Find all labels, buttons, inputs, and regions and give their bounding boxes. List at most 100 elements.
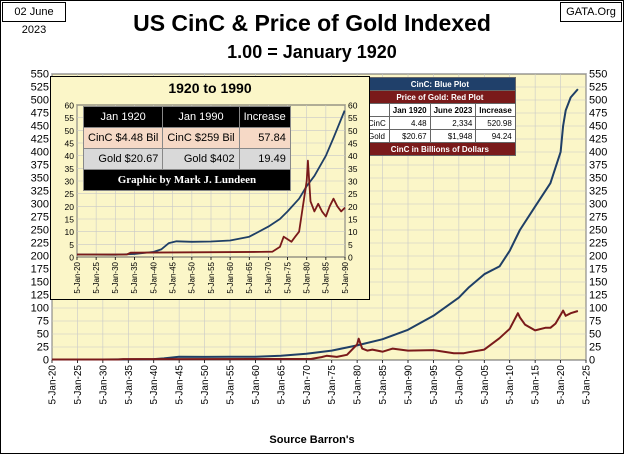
y-tick-label-right: 350 bbox=[589, 173, 607, 185]
inset-cinc-cell: CinC $259 Bil bbox=[162, 127, 240, 149]
x-tick-label: 5-Jan-05 bbox=[480, 365, 491, 405]
date-label: 02 June 2023 bbox=[2, 2, 66, 36]
series-line-price-of-gold bbox=[52, 309, 579, 361]
y-tick-label-right: 45 bbox=[348, 139, 358, 149]
y-tick-label-right: 50 bbox=[348, 126, 358, 136]
y-tick-label-right: 450 bbox=[589, 121, 607, 133]
y-tick-label-right: 5 bbox=[348, 240, 353, 250]
y-tick-label: 175 bbox=[31, 264, 49, 276]
y-tick-label-right: 375 bbox=[589, 160, 607, 172]
y-tick-label: 10 bbox=[65, 227, 75, 237]
y-tick-label-right: 500 bbox=[589, 95, 607, 107]
x-tick-label: 5-Jan-10 bbox=[505, 365, 516, 405]
x-tick-label: 5-Jan-70 bbox=[264, 261, 273, 293]
inset-cinc-cell: 57.84 bbox=[238, 127, 291, 149]
x-tick-label: 5-Jan-20 bbox=[73, 261, 82, 293]
y-tick-label-right: 125 bbox=[589, 290, 607, 302]
inset-credit: Graphic by Mark J. Lundeen bbox=[83, 169, 291, 191]
y-tick-label: 55 bbox=[65, 113, 75, 123]
y-tick-label-right: 400 bbox=[589, 147, 607, 159]
y-tick-label: 200 bbox=[31, 251, 49, 263]
inset-header-cell: Increase bbox=[238, 106, 291, 128]
x-tick-label: 5-Jan-75 bbox=[327, 365, 338, 405]
y-tick-label-right: 275 bbox=[589, 212, 607, 224]
y-tick-label-right: 60 bbox=[348, 101, 358, 111]
y-tick-label: 75 bbox=[37, 316, 49, 328]
y-tick-label-right: 475 bbox=[589, 108, 607, 120]
y-tick-label: 25 bbox=[65, 189, 75, 199]
y-tick-label-right: 15 bbox=[348, 215, 358, 225]
legend-gold-label: Price of Gold: Red Plot bbox=[364, 90, 516, 104]
inset-header-cell: Jan 1920 bbox=[82, 106, 164, 128]
y-tick-label-right: 0 bbox=[589, 355, 595, 367]
y-tick-label: 25 bbox=[37, 342, 49, 354]
y-tick-label-right: 25 bbox=[589, 342, 601, 354]
x-tick-label: 5-Jan-35 bbox=[124, 365, 135, 405]
y-tick-label: 250 bbox=[31, 225, 49, 237]
y-tick-label: 35 bbox=[65, 164, 75, 174]
inset-gold-cell: Gold $20.67 bbox=[82, 148, 164, 170]
inset-cinc-cell: CinC $4.48 Bil bbox=[82, 127, 164, 149]
x-tick-label: 5-Jan-45 bbox=[175, 365, 186, 405]
inset-gold-cell: 19.49 bbox=[238, 148, 291, 170]
site-label: GATA.Org bbox=[560, 2, 622, 22]
y-tick-label: 50 bbox=[37, 329, 49, 341]
x-tick-label: 5-Jan-40 bbox=[149, 365, 160, 405]
y-tick-label-right: 150 bbox=[589, 277, 607, 289]
legend-cell: 4.48 bbox=[388, 116, 431, 130]
y-tick-label: 275 bbox=[31, 212, 49, 224]
legend-cell: 2,334 bbox=[429, 116, 477, 130]
x-tick-label: 5-Jan-55 bbox=[207, 261, 216, 293]
x-tick-label: 5-Jan-25 bbox=[73, 365, 84, 405]
inset-header-cell: Jan 1990 bbox=[162, 106, 240, 128]
y-tick-label-right: 225 bbox=[589, 238, 607, 250]
chart-subtitle: 1.00 = January 1920 bbox=[227, 42, 397, 62]
y-tick-label: 15 bbox=[65, 215, 75, 225]
y-tick-label-right: 175 bbox=[589, 264, 607, 276]
y-tick-label: 40 bbox=[65, 151, 75, 161]
y-tick-label: 425 bbox=[31, 134, 49, 146]
series-line-cinc bbox=[76, 110, 346, 256]
y-tick-label-right: 250 bbox=[589, 225, 607, 237]
y-tick-label-right: 100 bbox=[589, 303, 607, 315]
y-tick-label-right: 55 bbox=[348, 113, 358, 123]
y-tick-label: 150 bbox=[31, 277, 49, 289]
y-tick-label-right: 25 bbox=[348, 189, 358, 199]
x-tick-label: 5-Jan-50 bbox=[188, 261, 197, 293]
x-tick-label: 5-Jan-70 bbox=[302, 365, 313, 405]
x-tick-label: 5-Jan-20 bbox=[48, 365, 59, 405]
y-tick-label-right: 10 bbox=[348, 227, 358, 237]
y-tick-label: 45 bbox=[65, 139, 75, 149]
x-tick-label: 5-Jan-65 bbox=[245, 261, 254, 293]
y-tick-label: 30 bbox=[65, 177, 75, 187]
legend-header-cell: June 2023 bbox=[429, 103, 477, 117]
legend-header-cell bbox=[364, 103, 390, 117]
x-tick-label: 5-Jan-85 bbox=[378, 365, 389, 405]
y-tick-label: 525 bbox=[31, 82, 49, 94]
y-tick-label-right: 35 bbox=[348, 164, 358, 174]
y-tick-label-right: 20 bbox=[348, 202, 358, 212]
y-tick-label: 375 bbox=[31, 160, 49, 172]
y-tick-label: 450 bbox=[31, 121, 49, 133]
x-tick-label: 5-Jan-45 bbox=[169, 261, 178, 293]
series-line-price-of-gold bbox=[77, 159, 346, 256]
x-tick-label: 5-Jan-90 bbox=[341, 261, 350, 293]
legend-header-cell: Increase bbox=[475, 103, 516, 117]
x-tick-label: 5-Jan-85 bbox=[322, 261, 331, 293]
x-tick-label: 5-Jan-95 bbox=[429, 365, 440, 405]
x-tick-label: 5-Jan-30 bbox=[111, 261, 120, 293]
legend-cell: $20.67 bbox=[388, 129, 431, 143]
y-tick-label-right: 50 bbox=[589, 329, 601, 341]
x-tick-label: 5-Jan-50 bbox=[200, 365, 211, 405]
y-tick-label-right: 75 bbox=[589, 316, 601, 328]
legend-cell: 520.98 bbox=[475, 116, 516, 130]
legend-footer: CinC in Billions of Dollars bbox=[364, 142, 516, 156]
y-tick-label: 50 bbox=[65, 126, 75, 136]
y-tick-label: 300 bbox=[31, 199, 49, 211]
x-tick-label: 5-Jan-55 bbox=[226, 365, 237, 405]
y-tick-label: 100 bbox=[31, 303, 49, 315]
x-tick-label: 5-Jan-25 bbox=[582, 365, 593, 405]
y-tick-label-right: 325 bbox=[589, 186, 607, 198]
x-tick-label: 5-Jan-00 bbox=[454, 365, 465, 405]
y-tick-label: 475 bbox=[31, 108, 49, 120]
